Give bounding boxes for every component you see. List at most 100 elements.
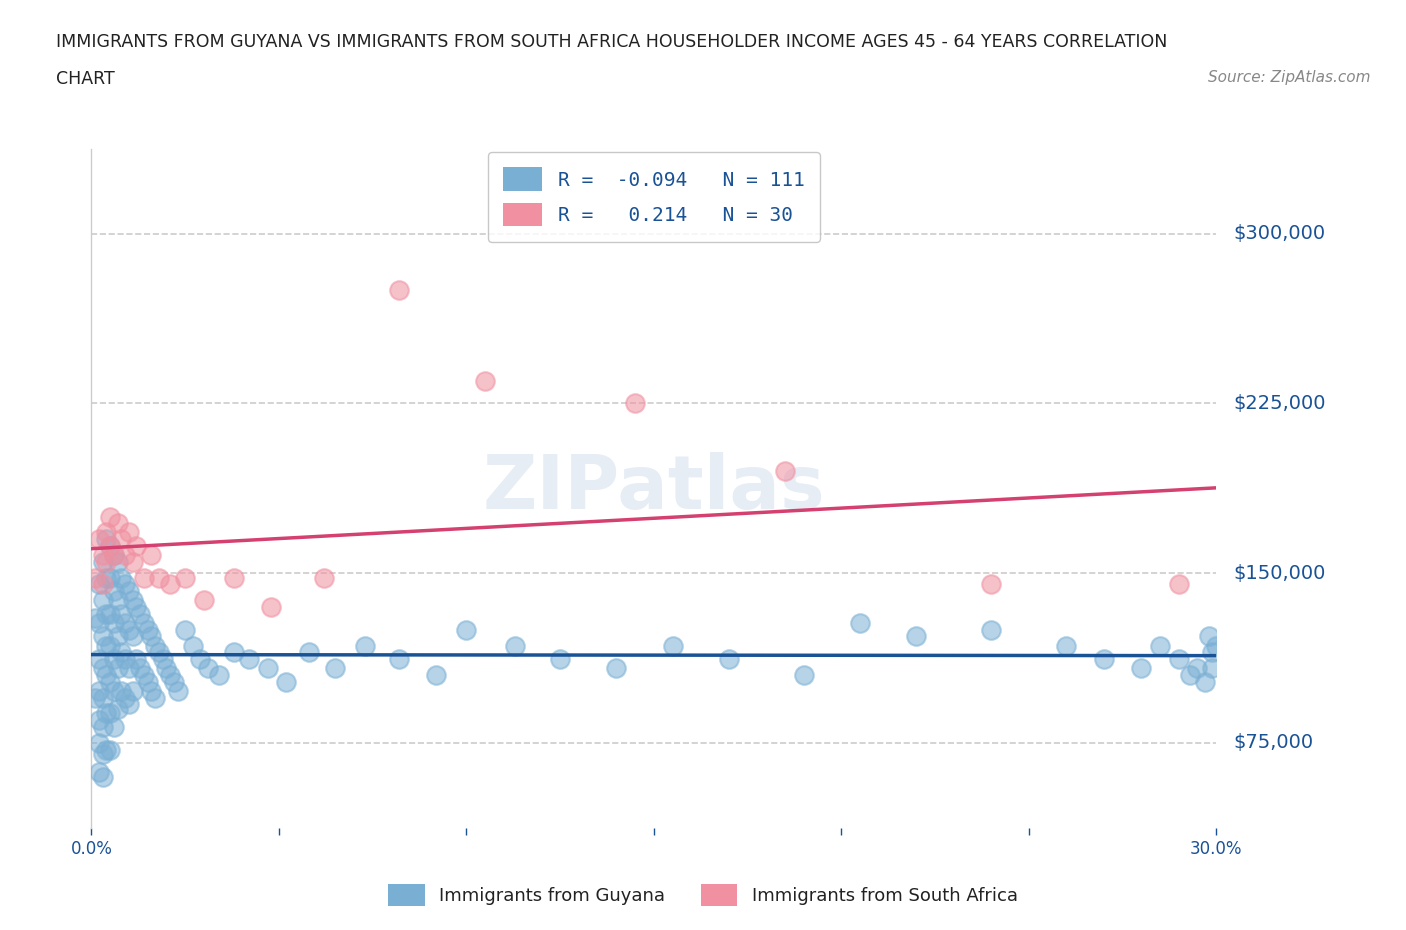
Point bbox=[103, 652, 125, 667]
Point bbox=[84, 690, 107, 705]
Point bbox=[152, 652, 174, 667]
Point bbox=[605, 660, 627, 675]
Point bbox=[110, 606, 132, 621]
Point bbox=[98, 742, 121, 757]
Point bbox=[103, 720, 125, 735]
Point bbox=[1149, 638, 1171, 653]
Text: Source: ZipAtlas.com: Source: ZipAtlas.com bbox=[1208, 70, 1371, 85]
Point bbox=[118, 525, 141, 539]
Point bbox=[132, 668, 155, 683]
Point bbox=[98, 674, 121, 689]
Point bbox=[208, 668, 231, 683]
Point bbox=[96, 570, 118, 585]
Point bbox=[905, 629, 928, 644]
Point bbox=[197, 660, 219, 675]
Point bbox=[155, 660, 177, 675]
Point bbox=[114, 548, 136, 563]
Point bbox=[260, 600, 283, 615]
Point bbox=[87, 712, 110, 727]
Point bbox=[312, 570, 335, 585]
Point bbox=[110, 644, 132, 659]
Point bbox=[159, 577, 181, 591]
Point bbox=[96, 706, 118, 721]
Point bbox=[238, 652, 260, 667]
Point bbox=[129, 660, 152, 675]
Point bbox=[222, 570, 245, 585]
Point bbox=[110, 684, 132, 698]
Point bbox=[103, 548, 125, 563]
Point bbox=[91, 720, 114, 735]
Text: $150,000: $150,000 bbox=[1233, 564, 1326, 582]
Point bbox=[107, 554, 129, 569]
Point bbox=[132, 570, 155, 585]
Point bbox=[114, 616, 136, 631]
Point bbox=[91, 629, 114, 644]
Point bbox=[107, 629, 129, 644]
Point bbox=[174, 622, 197, 637]
Point bbox=[118, 697, 141, 711]
Text: $225,000: $225,000 bbox=[1233, 394, 1326, 413]
Legend: R =  -0.094   N = 111, R =   0.214   N = 30: R = -0.094 N = 111, R = 0.214 N = 30 bbox=[488, 152, 820, 242]
Point bbox=[121, 629, 143, 644]
Point bbox=[793, 668, 815, 683]
Legend: Immigrants from Guyana, Immigrants from South Africa: Immigrants from Guyana, Immigrants from … bbox=[381, 877, 1025, 913]
Point bbox=[103, 616, 125, 631]
Point bbox=[121, 554, 143, 569]
Point bbox=[174, 570, 197, 585]
Point bbox=[103, 684, 125, 698]
Point bbox=[114, 652, 136, 667]
Point bbox=[96, 554, 118, 569]
Point bbox=[773, 464, 796, 479]
Point bbox=[98, 706, 121, 721]
Point bbox=[103, 548, 125, 563]
Point bbox=[125, 652, 148, 667]
Point bbox=[96, 532, 118, 547]
Point bbox=[87, 532, 110, 547]
Point bbox=[276, 674, 298, 689]
Point bbox=[980, 577, 1002, 591]
Point bbox=[98, 606, 121, 621]
Point bbox=[163, 674, 186, 689]
Point bbox=[1187, 660, 1209, 675]
Point bbox=[456, 622, 478, 637]
Point bbox=[91, 554, 114, 569]
Point bbox=[110, 532, 132, 547]
Point bbox=[181, 638, 204, 653]
Text: IMMIGRANTS FROM GUYANA VS IMMIGRANTS FROM SOUTH AFRICA HOUSEHOLDER INCOME AGES 4: IMMIGRANTS FROM GUYANA VS IMMIGRANTS FRO… bbox=[56, 33, 1167, 50]
Point bbox=[96, 668, 118, 683]
Point bbox=[141, 548, 163, 563]
Point bbox=[98, 538, 121, 553]
Point bbox=[98, 638, 121, 653]
Point bbox=[87, 652, 110, 667]
Point bbox=[132, 616, 155, 631]
Point bbox=[256, 660, 278, 675]
Point bbox=[114, 690, 136, 705]
Point bbox=[96, 742, 118, 757]
Point bbox=[103, 584, 125, 599]
Point bbox=[91, 690, 114, 705]
Point bbox=[87, 684, 110, 698]
Point bbox=[87, 764, 110, 779]
Point bbox=[159, 668, 181, 683]
Point bbox=[98, 509, 121, 524]
Point bbox=[91, 769, 114, 784]
Point bbox=[1167, 652, 1189, 667]
Point bbox=[143, 638, 166, 653]
Point bbox=[118, 622, 141, 637]
Text: $75,000: $75,000 bbox=[1233, 734, 1313, 752]
Point bbox=[661, 638, 683, 653]
Point bbox=[1178, 668, 1201, 683]
Point bbox=[148, 570, 170, 585]
Point bbox=[87, 577, 110, 591]
Point bbox=[125, 538, 148, 553]
Point bbox=[107, 592, 129, 607]
Point bbox=[188, 652, 211, 667]
Point bbox=[849, 616, 872, 631]
Point bbox=[425, 668, 447, 683]
Point bbox=[1201, 644, 1223, 659]
Point bbox=[91, 747, 114, 762]
Point bbox=[121, 592, 143, 607]
Point bbox=[354, 638, 377, 653]
Text: $300,000: $300,000 bbox=[1233, 224, 1326, 243]
Point bbox=[388, 652, 411, 667]
